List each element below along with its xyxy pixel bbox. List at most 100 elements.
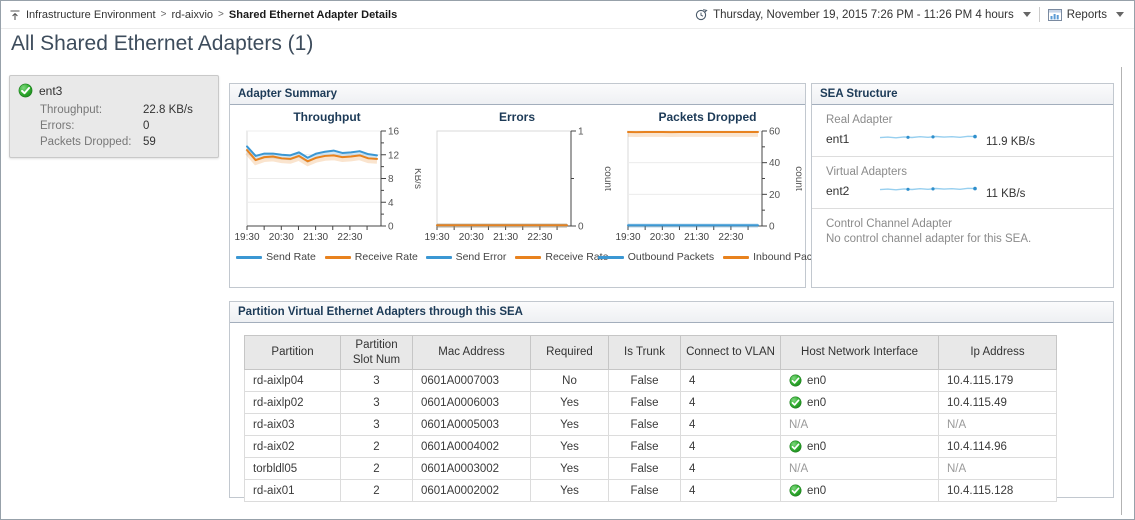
svg-text:0: 0: [578, 222, 584, 233]
table-row[interactable]: rd-aix02 2 0601A0004002 Yes False 4 en0 10.4.11…: [244, 435, 1057, 458]
metric-label: Throughput:: [40, 104, 103, 116]
metric-label: Errors:: [40, 120, 75, 132]
cell-partition: rd-aix03: [244, 413, 341, 436]
column-header[interactable]: Partition Slot Num: [340, 335, 413, 370]
table-row[interactable]: torbldl05 2 0601A0003002 Yes False 4 N/A N/A: [244, 457, 1057, 480]
host-interface-name: N/A: [789, 418, 809, 431]
time-range-icon: [695, 8, 708, 21]
svg-text:0: 0: [388, 222, 394, 233]
chart-title: Packets Dropped: [658, 110, 757, 124]
column-header[interactable]: Connect to VLAN: [680, 335, 781, 370]
column-header[interactable]: Host Network Interface: [780, 335, 939, 370]
table-row[interactable]: rd-aixlp04 3 0601A0007003 No False 4 en0 10.4.1…: [244, 369, 1057, 392]
host-interface-name: en0: [807, 374, 827, 387]
adapter-card-ent3[interactable]: ent3 Throughput: 22.8 KB/s Errors: 0 Packets…: [9, 75, 219, 158]
cell-slot: 3: [340, 391, 413, 414]
column-header[interactable]: Is Trunk: [608, 335, 681, 370]
table-row[interactable]: rd-aix03 3 0601A0005003 Yes False 4 N/A N/A: [244, 413, 1057, 436]
status-ok-icon: [789, 374, 802, 387]
svg-text:21:30: 21:30: [303, 232, 328, 243]
legend-label: Send Rate: [266, 251, 316, 263]
page-title: All Shared Ethernet Adapters (1): [11, 32, 314, 55]
chart-legend: Send Rate Receive Rate: [236, 251, 418, 263]
cell-ip-address: 10.4.115.49: [938, 391, 1057, 414]
ip-address: N/A: [947, 418, 967, 431]
adapter-throughput-value: 11.9 KB/s: [986, 135, 1036, 148]
cell-vlan: 4: [680, 413, 781, 436]
cell-required: No: [530, 369, 609, 392]
table-row[interactable]: rd-aixlp02 3 0601A0006003 Yes False 4 en0 10.4.…: [244, 391, 1057, 414]
reports-menu[interactable]: Reports: [1047, 8, 1124, 21]
column-header[interactable]: Ip Address: [938, 335, 1057, 370]
breadcrumb-separator: >: [160, 9, 167, 20]
cell-required: Yes: [530, 413, 609, 436]
status-ok-icon: [789, 484, 802, 497]
cell-slot: 2: [340, 457, 413, 480]
chart-title: Errors: [498, 110, 536, 124]
metric-label: Packets Dropped:: [40, 136, 132, 148]
adapter-metric-row: Throughput: 22.8 KB/s: [18, 102, 210, 118]
table-row[interactable]: rd-aix01 2 0601A0002002 Yes False 4 en0 10.4.11…: [244, 479, 1057, 502]
legend-label: Receive Rate: [545, 251, 609, 263]
top-bar: Infrastructure Environment > rd-aixvio > Sha…: [1, 1, 1134, 29]
cell-vlan: 4: [680, 369, 781, 392]
adapter-summary-panel: Adapter Summary Throughput 0 4 8 12 16 KB/s 19:…: [229, 83, 817, 288]
cell-ip-address: 10.4.115.128: [938, 479, 1057, 502]
ip-address: 10.4.114.96: [947, 440, 1007, 453]
breadcrumb-item[interactable]: rd-aixvio: [171, 8, 214, 21]
control-channel-message: No control channel adapter for this SEA.: [826, 233, 1032, 245]
ip-address: 10.4.115.49: [947, 396, 1007, 409]
metric-value: 22.8 KB/s: [143, 104, 193, 116]
adapter-name[interactable]: ent2: [826, 183, 850, 198]
cell-host-interface: en0: [780, 479, 939, 502]
time-range-selector[interactable]: Thursday, November 19, 2015 7:26 PM - 11…: [695, 8, 1031, 21]
real-adapter-section: Real Adapter ent1 11.9 KB/s: [812, 105, 1113, 156]
svg-text:KB/s: KB/s: [412, 168, 421, 189]
column-header[interactable]: Required: [530, 335, 609, 370]
cell-required: Yes: [530, 457, 609, 480]
status-ok-icon: [789, 396, 802, 409]
cell-vlan: 4: [680, 457, 781, 480]
cell-required: Yes: [530, 391, 609, 414]
legend-item: Receive Rate: [324, 251, 418, 263]
chart-title: Throughput: [293, 110, 361, 124]
report-icon: [1047, 8, 1062, 21]
column-header[interactable]: Mac Address: [412, 335, 531, 370]
svg-text:12: 12: [388, 150, 400, 161]
adapter-name[interactable]: ent1: [826, 131, 850, 146]
vertical-scrollbar[interactable]: [1121, 67, 1122, 515]
chevron-down-icon: [1022, 12, 1031, 17]
cell-slot: 2: [340, 479, 413, 502]
cell-slot: 3: [340, 413, 413, 436]
sparkline-chart: [879, 134, 977, 139]
cell-host-interface: en0: [780, 435, 939, 458]
chart-errors: Errors 0 1 count 19:30 20:30 21:30 22:30 Send Er…: [422, 105, 612, 263]
legend-swatch: [324, 255, 351, 259]
cell-required: Yes: [530, 435, 609, 458]
cell-vlan: 4: [680, 391, 781, 414]
panel-title: Partition Virtual Ethernet Adapters thro…: [230, 302, 1113, 323]
svg-text:16: 16: [388, 127, 400, 138]
svg-text:22:30: 22:30: [337, 232, 362, 243]
legend-item: Outbound Packets: [597, 251, 714, 263]
svg-text:8: 8: [388, 174, 394, 185]
legend-swatch: [236, 255, 263, 259]
section-label: Real Adapter: [826, 114, 893, 126]
svg-text:20: 20: [769, 190, 781, 201]
partition-adapters-table: Partition Partition Slot Num Mac Address Re…: [244, 335, 1057, 502]
host-interface-name: N/A: [789, 462, 809, 475]
chevron-down-icon: [1116, 12, 1124, 17]
breadcrumb-item[interactable]: Infrastructure Environment: [26, 8, 156, 21]
ip-address: 10.4.115.128: [947, 484, 1014, 497]
svg-text:0: 0: [769, 222, 775, 233]
drill-up-icon[interactable]: [9, 9, 21, 21]
column-header[interactable]: Partition: [244, 335, 341, 370]
breadcrumb-separator: >: [218, 9, 224, 20]
cell-ip-address: 10.4.114.96: [938, 435, 1057, 458]
cell-mac: 0601A0003002: [412, 457, 531, 480]
host-interface-name: en0: [807, 440, 827, 453]
cell-ip-address: N/A: [938, 413, 1057, 436]
reports-label: Reports: [1066, 8, 1107, 21]
status-ok-icon: [789, 440, 802, 453]
chart-legend: Outbound Packets Inbound Pack: [597, 251, 817, 263]
